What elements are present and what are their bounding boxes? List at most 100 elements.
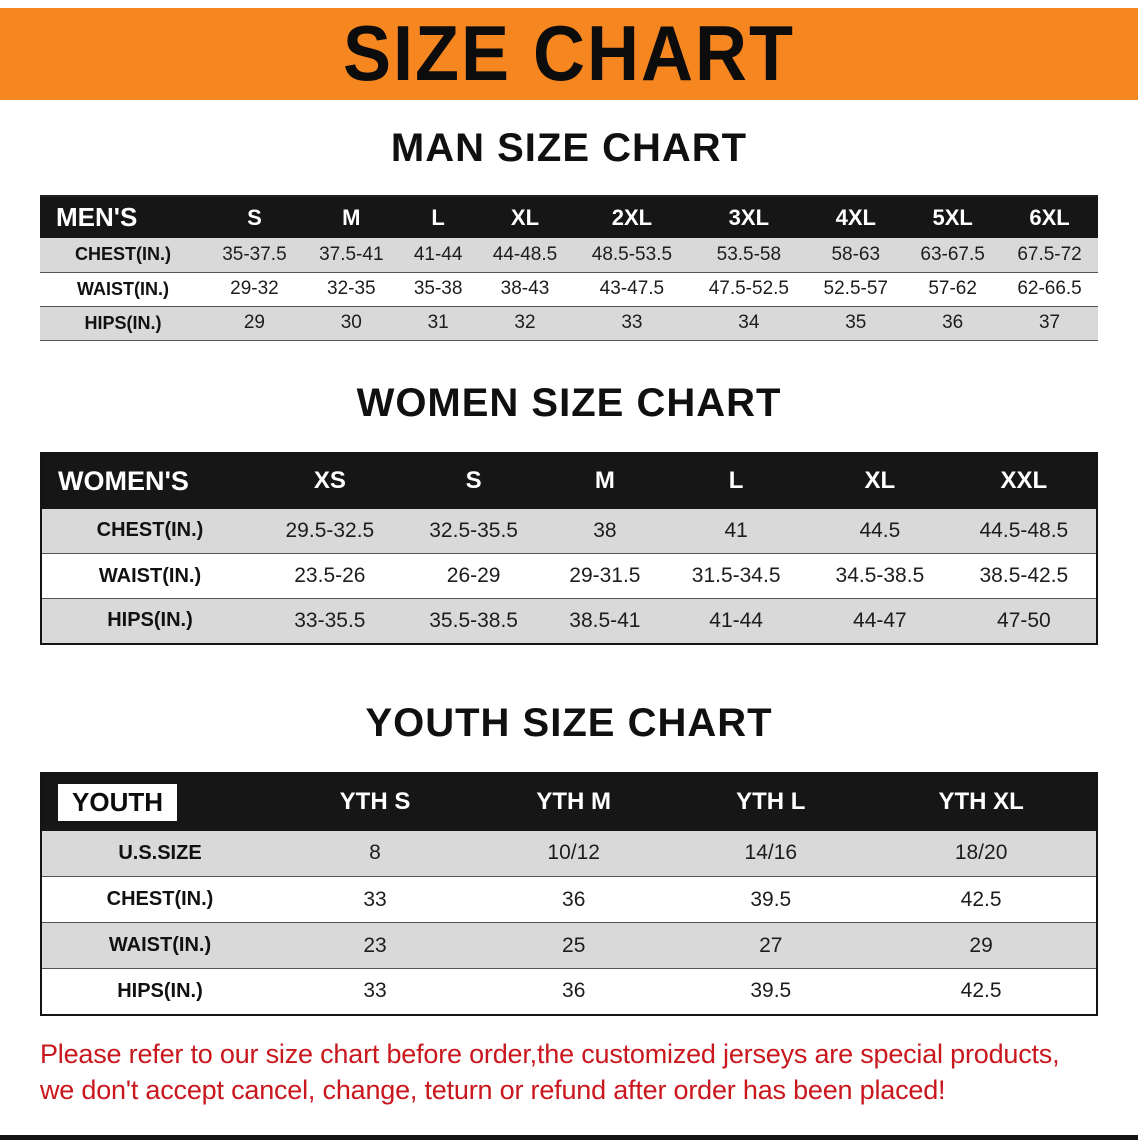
size-header-cell: L bbox=[400, 196, 477, 238]
men-table-body: CHEST(IN.) 35-37.5 37.5-41 41-44 44-48.5 48.5… bbox=[40, 238, 1098, 340]
size-header-cell: 2XL bbox=[573, 196, 690, 238]
value-cell: 42.5 bbox=[960, 887, 1002, 911]
measurement-row: WAIST(IN.) 23 25 27 29 bbox=[41, 922, 1097, 969]
value-cell: 39.5 bbox=[750, 979, 792, 1003]
value-cell: 8 bbox=[369, 841, 381, 865]
value-cell: 29 bbox=[969, 933, 993, 957]
row-label-cell: WAIST(IN.) bbox=[98, 564, 202, 587]
measurement-row: CHEST(IN.) 33 36 39.5 42.5 bbox=[41, 876, 1097, 923]
men-size-section: MAN SIZE CHART MEN'S S M L XL 2XL 3XL 4XL 5XL 6XL… bbox=[0, 126, 1138, 341]
size-header-cell: 4XL bbox=[807, 196, 904, 238]
women-size-section: WOMEN SIZE CHART WOMEN'S XS S M L XL XXL CHEST… bbox=[0, 381, 1138, 645]
size-header-cell: 3XL bbox=[690, 196, 807, 238]
men-section-heading: MAN SIZE CHART bbox=[390, 126, 748, 170]
value-cell: 14/16 bbox=[744, 841, 798, 865]
banner-title: SIZE CHART bbox=[343, 10, 795, 98]
size-chart-banner: SIZE CHART bbox=[0, 8, 1138, 100]
measurement-row: HIPS(IN.) 33-35.5 35.5-38.5 38.5-41 41-44 44-… bbox=[41, 598, 1097, 644]
value-cell: 29.5-32.5 bbox=[285, 518, 375, 542]
size-header-cell: M bbox=[303, 196, 400, 238]
youth-table-body: U.S.SIZE 8 10/12 14/16 18/20 CHEST(IN.) 33 36 39… bbox=[41, 830, 1097, 1015]
value-cell: 33 bbox=[621, 312, 643, 333]
size-header-cell: M bbox=[546, 453, 665, 509]
row-label-cell: HIPS(IN.) bbox=[107, 609, 193, 632]
disclaimer-line-2: we don't accept cancel, change, teturn o… bbox=[40, 1074, 946, 1105]
table-title: WOMEN'S bbox=[58, 465, 189, 496]
value-cell: 44-47 bbox=[853, 608, 907, 632]
size-header-cell: XL bbox=[808, 453, 952, 509]
size-label: S bbox=[247, 204, 262, 230]
size-label: XL bbox=[864, 467, 896, 494]
men-header-row: MEN'S S M L XL 2XL 3XL 4XL 5XL 6XL bbox=[40, 196, 1098, 238]
value-cell: 23 bbox=[363, 933, 387, 957]
size-label: M bbox=[342, 204, 361, 230]
measurement-row: WAIST(IN.) 29-32 32-35 35-38 38-43 43-47.5 47.… bbox=[40, 272, 1098, 306]
value-cell: 44-48.5 bbox=[492, 243, 558, 265]
value-cell: 41-44 bbox=[709, 608, 763, 632]
size-label: L bbox=[431, 204, 445, 230]
row-label-cell: WAIST(IN.) bbox=[108, 934, 212, 956]
value-cell: 47-50 bbox=[997, 608, 1051, 632]
value-cell: 32-35 bbox=[327, 278, 376, 299]
size-label: XXL bbox=[1000, 467, 1048, 494]
value-cell: 38.5-42.5 bbox=[979, 564, 1069, 587]
row-label-cell: CHEST(IN.) bbox=[96, 519, 204, 542]
value-cell: 35.5-38.5 bbox=[429, 608, 518, 632]
value-cell: 23.5-26 bbox=[294, 564, 366, 587]
size-label: YTH M bbox=[536, 788, 612, 815]
size-header-cell: YTH XL bbox=[866, 773, 1097, 831]
measurement-row: U.S.SIZE 8 10/12 14/16 18/20 bbox=[41, 830, 1097, 877]
size-label: YTH S bbox=[339, 788, 411, 815]
size-header-cell: YTH M bbox=[472, 773, 675, 831]
size-header-cell: L bbox=[664, 453, 808, 509]
value-cell: 41-44 bbox=[413, 243, 463, 265]
value-cell: 48.5-53.5 bbox=[591, 243, 673, 265]
value-cell: 41 bbox=[724, 518, 748, 542]
value-cell: 35-37.5 bbox=[222, 243, 287, 265]
value-cell: 35 bbox=[845, 312, 867, 333]
table-title: YOUTH bbox=[58, 783, 177, 821]
measurement-row: WAIST(IN.) 23.5-26 26-29 29-31.5 31.5-34.5 34… bbox=[41, 553, 1097, 599]
value-cell: 34.5-38.5 bbox=[835, 564, 925, 587]
women-table-body: CHEST(IN.) 29.5-32.5 32.5-35.5 38 41 44.5 44.5… bbox=[41, 508, 1097, 644]
value-cell: 39.5 bbox=[750, 887, 792, 911]
value-cell: 52.5-57 bbox=[823, 278, 888, 299]
size-header-cell: YTH L bbox=[675, 773, 866, 831]
value-cell: 38.5-41 bbox=[569, 608, 641, 632]
value-cell: 29-32 bbox=[230, 278, 279, 299]
value-cell: 57-62 bbox=[928, 278, 977, 299]
value-cell: 43-47.5 bbox=[599, 278, 665, 299]
size-label: XL bbox=[510, 204, 540, 230]
row-label-cell: U.S.SIZE bbox=[118, 841, 202, 864]
youth-size-section: YOUTH SIZE CHART YOUTH YTH S YTH M YTH L YTH… bbox=[0, 701, 1138, 1016]
value-cell: 33 bbox=[363, 887, 387, 911]
value-cell: 67.5-72 bbox=[1017, 243, 1082, 265]
size-header-cell: XXL bbox=[952, 453, 1097, 509]
measurement-row: CHEST(IN.) 35-37.5 37.5-41 41-44 44-48.5 48.5… bbox=[40, 238, 1098, 272]
value-cell: 53.5-58 bbox=[716, 243, 782, 265]
size-label: L bbox=[728, 467, 744, 494]
value-cell: 36 bbox=[562, 887, 586, 911]
size-header-cell: 6XL bbox=[1001, 196, 1098, 238]
value-cell: 38 bbox=[593, 518, 617, 542]
value-cell: 33 bbox=[363, 979, 387, 1003]
size-label: 2XL bbox=[611, 204, 653, 230]
value-cell: 31.5-34.5 bbox=[691, 564, 781, 587]
women-header-row: WOMEN'S XS S M L XL XXL bbox=[41, 452, 1097, 509]
size-label: YTH XL bbox=[938, 788, 1024, 815]
size-header-cell: S bbox=[402, 453, 546, 509]
value-cell: 32.5-35.5 bbox=[429, 518, 518, 542]
women-size-table: WOMEN'S XS S M L XL XXL CHEST(IN.) 29.5-32.5 32.… bbox=[40, 451, 1098, 645]
value-cell: 36 bbox=[942, 312, 964, 333]
size-header-cell: XS bbox=[258, 453, 402, 509]
size-label: 5XL bbox=[932, 204, 973, 230]
size-label: 6XL bbox=[1029, 204, 1070, 230]
value-cell: 31 bbox=[427, 312, 449, 333]
value-cell: 44.5-48.5 bbox=[979, 518, 1069, 542]
value-cell: 34 bbox=[738, 312, 760, 333]
measurement-row: HIPS(IN.) 29 30 31 32 33 34 35 36 37 bbox=[40, 306, 1098, 340]
row-label-cell: WAIST(IN.) bbox=[77, 278, 169, 299]
youth-section-heading: YOUTH SIZE CHART bbox=[365, 700, 773, 745]
value-cell: 26-29 bbox=[446, 564, 501, 587]
value-cell: 42.5 bbox=[960, 979, 1002, 1003]
